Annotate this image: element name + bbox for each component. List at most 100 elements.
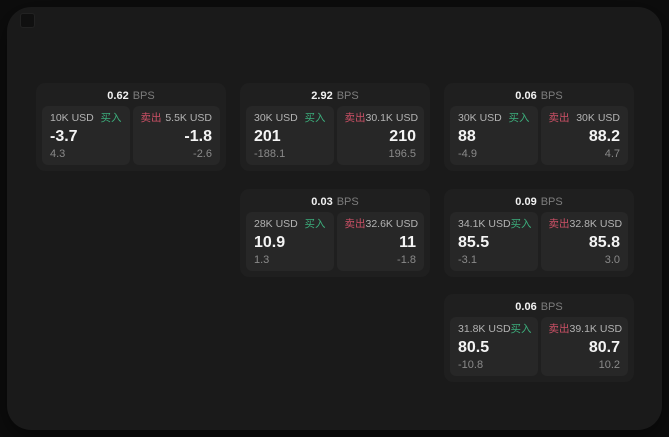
sell-price: 85.8 xyxy=(588,233,620,251)
card-header: 0.62 BPS xyxy=(42,87,220,106)
card-header: 0.03 BPS xyxy=(246,193,424,212)
buy-delta: -188.1 xyxy=(254,148,286,160)
buy-label: 买入 xyxy=(510,323,532,335)
sell-panel[interactable]: 卖出 30.1K USD 210 196.5 xyxy=(336,106,424,165)
card-header: 0.06 BPS xyxy=(450,87,628,106)
bps-value: 0.06 xyxy=(515,90,537,102)
bps-unit-label: BPS xyxy=(540,90,563,102)
app-window: 0.62 BPS 10K USD 买入 -3.7 4.3 卖出 5.5K USD… xyxy=(7,7,662,430)
buy-delta: -4.9 xyxy=(458,148,477,160)
menu-icon[interactable] xyxy=(20,13,35,28)
sell-delta: 4.7 xyxy=(604,148,620,160)
bps-value: 2.92 xyxy=(311,90,333,102)
sell-delta: 196.5 xyxy=(388,148,416,160)
buy-sell-panels: 31.8K USD 买入 80.5 -10.8 卖出 39.1K USD 80.… xyxy=(450,317,628,376)
buy-panel[interactable]: 30K USD 买入 88 -4.9 xyxy=(450,106,538,165)
buy-panel[interactable]: 31.8K USD 买入 80.5 -10.8 xyxy=(450,317,538,376)
buy-label: 买入 xyxy=(304,112,326,124)
bps-value: 0.06 xyxy=(515,301,537,313)
buy-sell-panels: 28K USD 买入 10.9 1.3 卖出 32.6K USD 11 -1.8 xyxy=(246,212,424,271)
buy-amount: 31.8K USD xyxy=(458,323,511,335)
sell-panel[interactable]: 卖出 39.1K USD 80.7 10.2 xyxy=(540,317,628,376)
sell-panel-header: 卖出 39.1K USD xyxy=(548,323,623,335)
sell-amount: 39.1K USD xyxy=(569,323,623,335)
sell-panel[interactable]: 卖出 32.6K USD 11 -1.8 xyxy=(336,212,424,271)
bps-unit-label: BPS xyxy=(336,90,359,102)
sell-amount: 32.8K USD xyxy=(569,218,623,230)
sell-price: 88.2 xyxy=(588,127,620,145)
sell-panel[interactable]: 卖出 30K USD 88.2 4.7 xyxy=(540,106,628,165)
sell-price: -1.8 xyxy=(184,127,212,145)
buy-label: 买入 xyxy=(510,218,532,230)
buy-label: 买入 xyxy=(304,218,326,230)
buy-amount: 30K USD xyxy=(254,112,298,124)
sell-panel-header: 卖出 32.6K USD xyxy=(344,218,419,230)
quote-card: 0.03 BPS 28K USD 买入 10.9 1.3 卖出 32.6K US… xyxy=(240,189,430,277)
sell-label: 卖出 xyxy=(548,323,570,335)
buy-price: 85.5 xyxy=(458,233,490,251)
buy-panel-header: 28K USD 买入 xyxy=(254,218,326,230)
buy-panel[interactable]: 30K USD 买入 201 -188.1 xyxy=(246,106,334,165)
bps-unit-label: BPS xyxy=(132,90,155,102)
bps-value: 0.03 xyxy=(311,196,333,208)
quote-card: 2.92 BPS 30K USD 买入 201 -188.1 卖出 30.1K … xyxy=(240,83,430,171)
sell-label: 卖出 xyxy=(548,112,570,124)
buy-sell-panels: 30K USD 买入 201 -188.1 卖出 30.1K USD 210 1… xyxy=(246,106,424,165)
sell-delta: -2.6 xyxy=(193,148,212,160)
sell-label: 卖出 xyxy=(344,218,366,230)
sell-panel[interactable]: 卖出 32.8K USD 85.8 3.0 xyxy=(540,212,628,271)
bps-unit-label: BPS xyxy=(336,196,359,208)
sell-amount: 32.6K USD xyxy=(365,218,419,230)
sell-panel[interactable]: 卖出 5.5K USD -1.8 -2.6 xyxy=(132,106,220,165)
buy-panel-header: 31.8K USD 买入 xyxy=(458,323,532,335)
buy-price: 201 xyxy=(254,127,281,145)
buy-sell-panels: 10K USD 买入 -3.7 4.3 卖出 5.5K USD -1.8 -2.… xyxy=(42,106,220,165)
bps-unit-label: BPS xyxy=(540,196,563,208)
card-header: 2.92 BPS xyxy=(246,87,424,106)
quote-card: 0.06 BPS 31.8K USD 买入 80.5 -10.8 卖出 39.1… xyxy=(444,294,634,382)
buy-panel[interactable]: 28K USD 买入 10.9 1.3 xyxy=(246,212,334,271)
buy-panel-header: 34.1K USD 买入 xyxy=(458,218,532,230)
buy-panel-header: 10K USD 买入 xyxy=(50,112,122,124)
buy-price: 88 xyxy=(458,127,476,145)
buy-delta: 1.3 xyxy=(254,254,270,266)
buy-panel-header: 30K USD 买入 xyxy=(458,112,530,124)
buy-delta: -3.1 xyxy=(458,254,477,266)
buy-amount: 34.1K USD xyxy=(458,218,511,230)
buy-sell-panels: 34.1K USD 买入 85.5 -3.1 卖出 32.8K USD 85.8… xyxy=(450,212,628,271)
buy-price: 80.5 xyxy=(458,338,490,356)
sell-panel-header: 卖出 30K USD xyxy=(549,112,621,124)
buy-panel[interactable]: 10K USD 买入 -3.7 4.3 xyxy=(42,106,130,165)
card-header: 0.09 BPS xyxy=(450,193,628,212)
buy-panel-header: 30K USD 买入 xyxy=(254,112,326,124)
sell-delta: 10.2 xyxy=(598,359,620,371)
bps-value: 0.62 xyxy=(107,90,129,102)
buy-delta: 4.3 xyxy=(50,148,66,160)
sell-amount: 30K USD xyxy=(576,112,620,124)
card-header: 0.06 BPS xyxy=(450,298,628,317)
sell-delta: 3.0 xyxy=(604,254,620,266)
sell-amount: 5.5K USD xyxy=(165,112,212,124)
buy-price: 10.9 xyxy=(254,233,286,251)
buy-sell-panels: 30K USD 买入 88 -4.9 卖出 30K USD 88.2 4.7 xyxy=(450,106,628,165)
quote-card: 0.06 BPS 30K USD 买入 88 -4.9 卖出 30K USD 8… xyxy=(444,83,634,171)
sell-price: 11 xyxy=(399,233,416,251)
buy-panel[interactable]: 34.1K USD 买入 85.5 -3.1 xyxy=(450,212,538,271)
sell-label: 卖出 xyxy=(140,112,162,124)
sell-label: 卖出 xyxy=(548,218,570,230)
quote-card: 0.09 BPS 34.1K USD 买入 85.5 -3.1 卖出 32.8K… xyxy=(444,189,634,277)
sell-price: 80.7 xyxy=(588,338,620,356)
bps-unit-label: BPS xyxy=(540,301,563,313)
quote-card: 0.62 BPS 10K USD 买入 -3.7 4.3 卖出 5.5K USD… xyxy=(36,83,226,171)
sell-delta: -1.8 xyxy=(397,254,416,266)
sell-panel-header: 卖出 30.1K USD xyxy=(344,112,419,124)
buy-price: -3.7 xyxy=(50,127,78,145)
sell-label: 卖出 xyxy=(344,112,366,124)
buy-amount: 28K USD xyxy=(254,218,298,230)
buy-amount: 10K USD xyxy=(50,112,94,124)
buy-label: 买入 xyxy=(100,112,122,124)
buy-label: 买入 xyxy=(508,112,530,124)
sell-panel-header: 卖出 32.8K USD xyxy=(548,218,623,230)
bps-value: 0.09 xyxy=(515,196,537,208)
sell-price: 210 xyxy=(389,127,416,145)
